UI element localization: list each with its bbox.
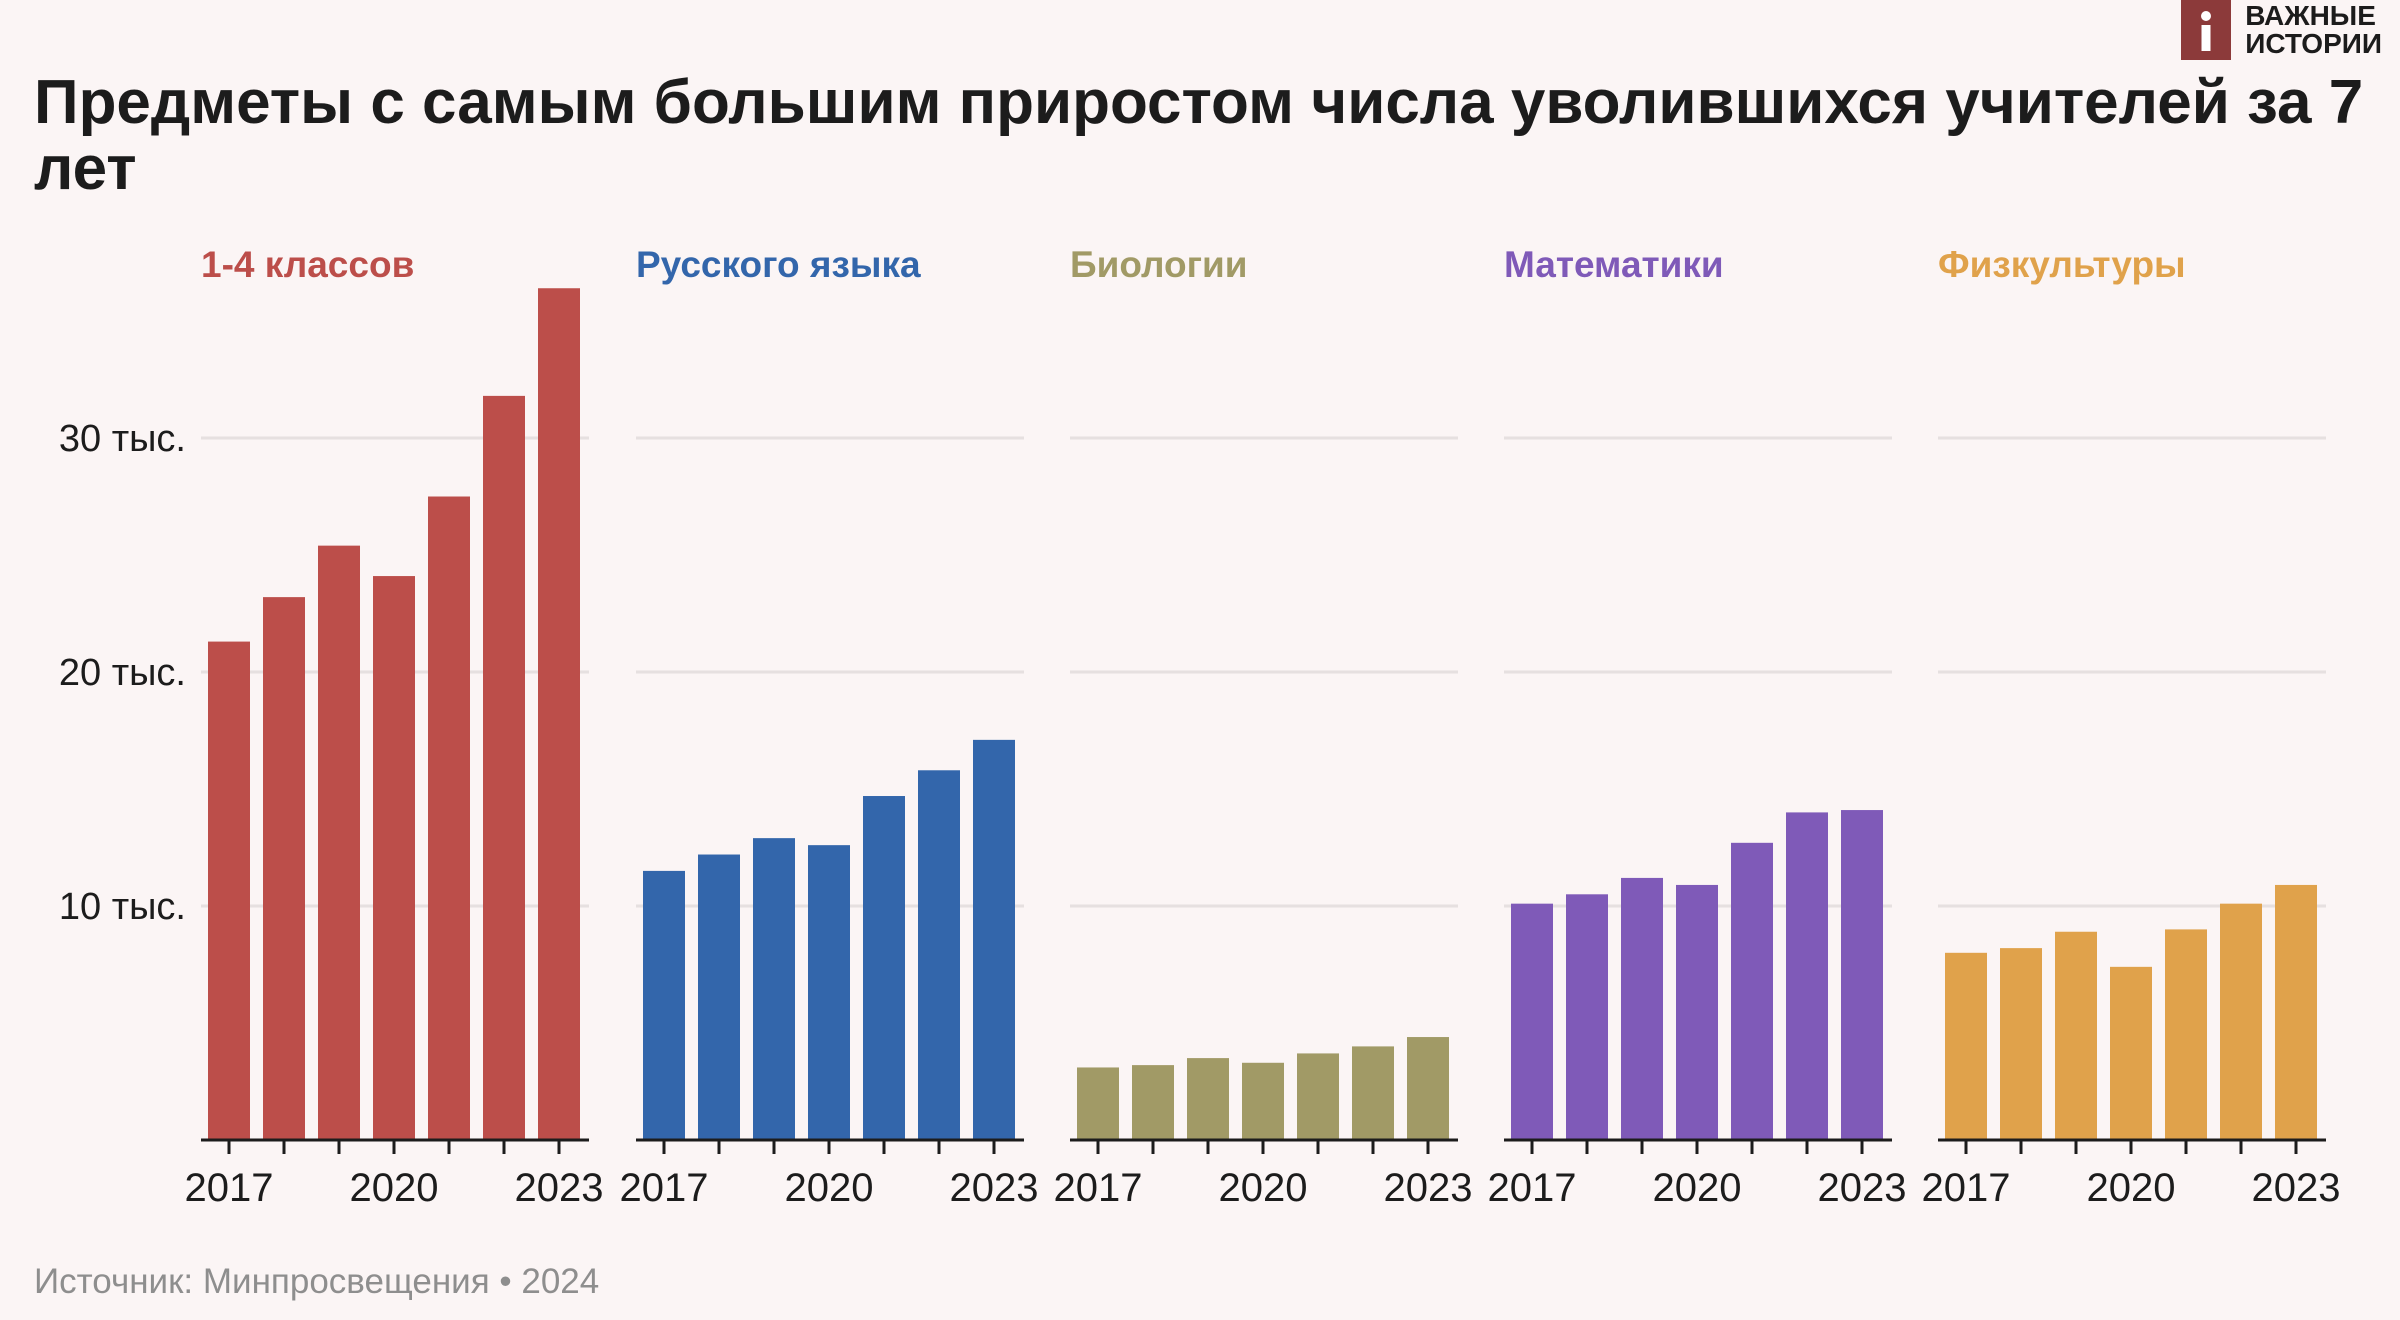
- bar: [863, 796, 905, 1140]
- bar: [2275, 884, 2317, 1140]
- bar: [2055, 931, 2097, 1140]
- x-tick-label: 2017: [620, 1166, 709, 1210]
- info-i-icon: [2181, 0, 2232, 60]
- bar: [538, 288, 580, 1140]
- bar: [1676, 884, 1718, 1140]
- x-tick-label: 2023: [1384, 1166, 1473, 1210]
- bar: [1841, 810, 1883, 1140]
- bar: [263, 597, 305, 1140]
- bar: [1132, 1065, 1174, 1140]
- bar: [1786, 812, 1828, 1140]
- bar: [808, 845, 850, 1140]
- chart-title: Предметы с самым большим приростом числа…: [34, 68, 2364, 203]
- bar: [643, 870, 685, 1140]
- bar: [753, 838, 795, 1140]
- bar: [428, 496, 470, 1140]
- x-tick-label: 2017: [1922, 1166, 2011, 1210]
- brand-logo[interactable]: ВАЖНЫЕ ИСТОРИИ: [2181, 0, 2382, 60]
- x-tick-label: 2020: [785, 1166, 874, 1210]
- panel-title: Русского языка: [636, 244, 921, 285]
- bar: [208, 641, 250, 1140]
- x-tick-label: 2020: [350, 1166, 439, 1210]
- bar: [1945, 952, 1987, 1140]
- bar: [1566, 894, 1608, 1140]
- x-tick-label: 2023: [515, 1166, 604, 1210]
- source-note: Источник: Минпросвещения • 2024: [34, 1262, 600, 1301]
- x-tick-label: 2020: [1219, 1166, 1308, 1210]
- bar: [2000, 948, 2042, 1140]
- bar: [918, 770, 960, 1140]
- bar: [1187, 1058, 1229, 1140]
- bar: [698, 854, 740, 1140]
- x-tick-label: 2020: [1653, 1166, 1742, 1210]
- bar: [318, 545, 360, 1140]
- x-tick-label: 2023: [1818, 1166, 1907, 1210]
- bar: [2110, 966, 2152, 1140]
- x-tick-label: 2017: [185, 1166, 274, 1210]
- bar: [1352, 1046, 1394, 1140]
- panel-title: Биологии: [1070, 244, 1248, 285]
- x-tick-label: 2017: [1488, 1166, 1577, 1210]
- x-tick-label: 2020: [2087, 1166, 2176, 1210]
- bar: [2220, 903, 2262, 1140]
- bar: [373, 576, 415, 1140]
- bar: [1621, 877, 1663, 1140]
- bar: [1297, 1053, 1339, 1140]
- bar: [1407, 1037, 1449, 1140]
- y-tick-label: 10 тыс.: [59, 886, 186, 928]
- bar: [1077, 1067, 1119, 1140]
- y-tick-label: 20 тыс.: [59, 652, 186, 694]
- bar: [1731, 842, 1773, 1140]
- logo-text: ВАЖНЫЕ ИСТОРИИ: [2245, 0, 2382, 59]
- bar: [483, 395, 525, 1140]
- panel-title: Математики: [1504, 244, 1724, 285]
- panel-title: 1-4 классов: [201, 244, 414, 285]
- y-tick-label: 30 тыс.: [59, 418, 186, 460]
- bar: [2165, 929, 2207, 1140]
- x-tick-label: 2023: [2252, 1166, 2341, 1210]
- panel-title: Физкультуры: [1938, 244, 2186, 285]
- x-tick-label: 2017: [1054, 1166, 1143, 1210]
- bar: [973, 739, 1015, 1140]
- bar: [1511, 903, 1553, 1140]
- bar: [1242, 1062, 1284, 1140]
- x-tick-label: 2023: [950, 1166, 1039, 1210]
